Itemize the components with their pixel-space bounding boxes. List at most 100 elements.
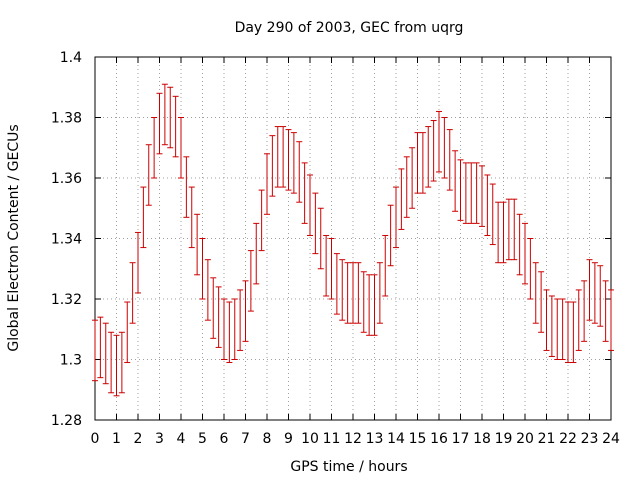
x-tick-label: 11: [323, 431, 341, 447]
y-tick-label: 1.36: [51, 171, 82, 187]
error-bar-point: [156, 92, 163, 155]
error-bar-point: [210, 277, 217, 339]
x-tick-label: 22: [559, 431, 577, 447]
error-bar-point: [350, 262, 356, 324]
error-bar-point: [285, 129, 292, 191]
error-bar-point: [436, 110, 442, 173]
error-bar-point: [118, 331, 125, 394]
error-bar-point: [398, 168, 405, 230]
error-bar-point: [468, 162, 475, 224]
x-tick-label: 1: [112, 431, 121, 447]
error-bar-point: [591, 262, 598, 324]
error-bar-point: [274, 126, 281, 188]
y-tick-label: 1.28: [51, 413, 82, 429]
error-bar-point: [608, 289, 614, 351]
x-tick-label: 3: [155, 431, 164, 447]
error-bar-point: [414, 132, 421, 194]
error-bar-point: [452, 150, 459, 212]
y-tick-label: 1.34: [51, 232, 82, 248]
x-tick-label: 19: [495, 431, 513, 447]
error-bar-point: [317, 207, 324, 270]
error-bar-point: [280, 126, 287, 188]
x-tick-label: 13: [366, 431, 384, 447]
error-bar-point: [543, 289, 550, 351]
error-bar-point: [307, 174, 313, 236]
error-bar-point: [124, 301, 131, 364]
x-tick-label: 6: [220, 431, 229, 447]
error-bar-point: [247, 250, 254, 312]
x-tick-label: 16: [430, 431, 448, 447]
error-bar-point: [441, 117, 448, 179]
error-bar-point: [178, 117, 184, 179]
x-tick-label: 15: [409, 431, 427, 447]
error-bar-point: [258, 189, 265, 252]
error-bar-point: [403, 156, 410, 218]
error-bar-point: [479, 165, 485, 227]
x-tick-label: 9: [284, 431, 293, 447]
x-tick-label: 23: [581, 431, 599, 447]
axis-layer: 0 1 2 3 4 5 6 7 8 9 10 11 12 13 14 15 16 17 18 19 20 21 22 23 24…: [51, 50, 620, 447]
error-bar-point: [419, 132, 426, 194]
error-bar-point: [532, 262, 539, 324]
error-bar-point: [97, 316, 104, 379]
error-bar-point: [538, 271, 545, 333]
error-bar-point: [188, 186, 195, 249]
error-bar-point: [199, 238, 206, 300]
error-bar-point: [430, 120, 437, 182]
error-bar-point: [129, 262, 136, 324]
error-bar-point: [366, 274, 373, 336]
chart-title: Day 290 of 2003, GEC from uqrg: [235, 20, 464, 36]
error-bar-point: [344, 262, 351, 324]
error-bar-point: [565, 301, 571, 364]
error-bar-point: [226, 301, 233, 364]
error-bar-point: [382, 234, 389, 297]
x-tick-label: 4: [177, 431, 186, 447]
error-bar-point: [446, 129, 453, 191]
error-bar-point: [570, 301, 577, 364]
y-tick-label: 1.4: [60, 50, 82, 66]
error-bar-point: [135, 231, 141, 294]
x-tick-label: 21: [538, 431, 556, 447]
error-bar-point: [172, 95, 179, 158]
error-bar-point: [500, 201, 507, 264]
error-bar-point: [333, 253, 340, 315]
x-tick-label: 8: [263, 431, 272, 447]
x-tick-label: 12: [344, 431, 362, 447]
error-bar-point: [231, 298, 238, 360]
x-axis-title: GPS time / hours: [290, 459, 407, 475]
error-bar-point: [586, 259, 593, 321]
error-bar-point: [296, 141, 303, 203]
error-bar-point: [328, 238, 335, 300]
error-bar-point: [387, 204, 394, 267]
error-bar-point: [409, 147, 416, 209]
error-bar-point: [161, 83, 168, 146]
error-bar-point: [323, 234, 330, 297]
x-tick-label: 20: [516, 431, 534, 447]
error-bar-point: [339, 259, 346, 321]
error-bar-point: [183, 156, 190, 218]
y-tick-label: 1.38: [51, 111, 82, 127]
x-tick-label: 10: [301, 431, 319, 447]
error-bar-point: [495, 201, 502, 264]
error-bar-point: [559, 298, 566, 360]
y-tick-label: 1.32: [51, 292, 82, 308]
error-bar-point: [221, 298, 227, 360]
x-tick-label: 18: [473, 431, 491, 447]
error-bar-point: [554, 298, 561, 360]
error-bar-point: [215, 286, 222, 348]
x-tick-label: 7: [241, 431, 250, 447]
error-bar-point: [360, 271, 367, 333]
error-bar-point: [102, 322, 109, 385]
error-bar-point: [269, 135, 276, 197]
error-bar-point: [505, 198, 512, 261]
error-bar-point: [264, 153, 270, 215]
error-bar-point: [597, 265, 604, 327]
error-bar-point: [140, 186, 147, 249]
error-bar-point: [376, 262, 383, 324]
error-bar-point: [290, 132, 297, 194]
error-bar-point: [253, 222, 260, 285]
error-bar-point: [489, 183, 496, 246]
error-bar-point: [527, 238, 534, 300]
error-bar-point: [462, 162, 469, 224]
